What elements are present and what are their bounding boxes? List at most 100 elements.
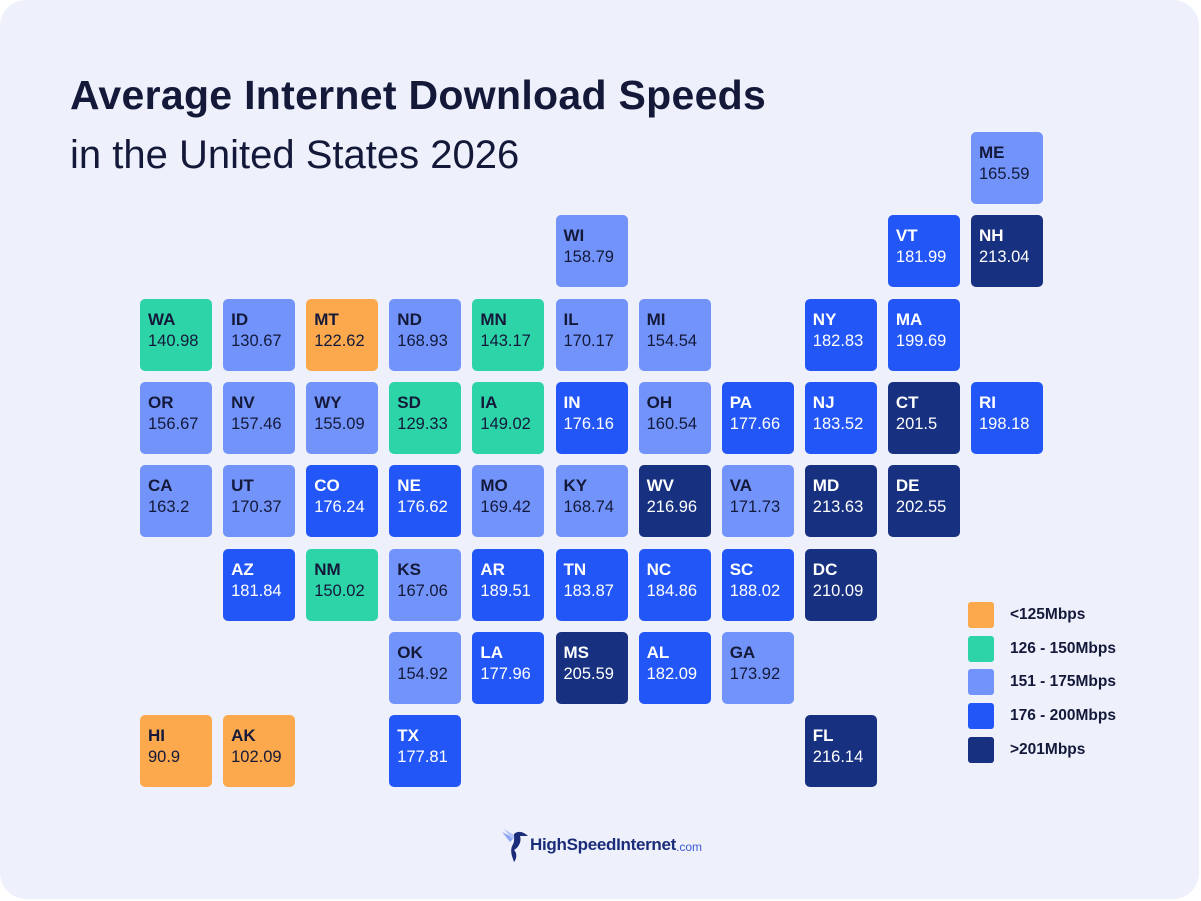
state-abbr: DE (895, 476, 920, 496)
state-tile-hi: HI 90.9 (140, 715, 212, 788)
legend-label: >201Mbps (1010, 741, 1086, 759)
state-tile-wa: WA 140.98 (140, 298, 212, 371)
state-abbr: IN (563, 392, 581, 412)
state-speed-value: 154.92 (397, 664, 448, 683)
state-speed-value: 170.37 (231, 498, 282, 517)
title-line-1: Average Internet Download Speeds (70, 72, 767, 118)
state-tile-sd: SD 129.33 (389, 381, 462, 454)
state-tile-me: ME 165.59 (971, 132, 1043, 204)
state-tile-mt: MT 122.62 (306, 298, 379, 371)
state-speed-value: 177.66 (729, 414, 781, 433)
state-speed-value: 184.86 (646, 581, 698, 600)
state-abbr: TX (397, 726, 420, 746)
state-tile-ks: KS 167.06 (389, 548, 462, 621)
state-tile-vt: VT 181.99 (887, 215, 960, 288)
state-abbr: WY (314, 392, 342, 412)
state-tile-ma: MA 199.69 (887, 298, 960, 371)
state-tile-wy: WY 155.09 (306, 381, 379, 454)
state-speed-value: 167.06 (397, 581, 448, 600)
state-abbr: WI (563, 226, 585, 246)
state-speed-value: 90.9 (148, 748, 181, 767)
state-tile-ia: IA 149.02 (472, 381, 545, 454)
title-line-2: in the United States 2026 (70, 133, 520, 177)
state-abbr: CA (148, 476, 173, 496)
state-tile-nj: NJ 183.52 (804, 381, 877, 454)
state-tile-la: LA 177.96 (472, 631, 545, 704)
legend-swatch (968, 703, 994, 730)
state-tile-tx: TX 177.81 (389, 715, 462, 788)
legend-swatch (968, 669, 994, 696)
state-tile-mo: MO 169.42 (472, 465, 545, 538)
state-speed-value: 143.17 (480, 331, 531, 350)
state-tile-ri: RI 198.18 (971, 381, 1043, 454)
state-speed-value: 140.98 (148, 331, 199, 350)
state-tile-wv: WV 216.96 (638, 465, 711, 538)
state-speed-value: 182.09 (646, 664, 698, 683)
state-speed-value: 158.79 (563, 248, 614, 267)
state-speed-value: 210.09 (812, 581, 864, 600)
state-abbr: CO (314, 476, 340, 496)
state-abbr: VT (895, 226, 918, 246)
state-abbr: GA (729, 642, 756, 662)
state-tile-ga: GA 173.92 (721, 631, 794, 704)
state-abbr: HI (148, 726, 165, 746)
state-tile-dc: DC 210.09 (804, 548, 877, 621)
state-abbr: PA (729, 392, 753, 412)
state-speed-value: 176.62 (397, 498, 448, 517)
state-tile-fl: FL 216.14 (804, 715, 877, 788)
state-tile-il: IL 170.17 (555, 298, 628, 371)
state-abbr: OH (646, 392, 673, 412)
state-abbr: RI (979, 392, 996, 412)
state-abbr: AZ (231, 559, 254, 579)
state-tile-oh: OH 160.54 (638, 381, 711, 454)
state-abbr: IA (480, 392, 498, 412)
hummingbird-icon (502, 829, 528, 862)
state-abbr: KS (397, 559, 421, 579)
state-speed-value: 150.02 (314, 581, 365, 600)
state-abbr: MI (646, 309, 666, 329)
state-speed-value: 213.04 (979, 248, 1030, 267)
state-abbr: LA (480, 642, 504, 662)
state-speed-value: 168.93 (397, 331, 448, 350)
state-speed-value: 198.18 (979, 414, 1030, 433)
legend-item: 176 - 200Mbps (968, 699, 1116, 733)
state-speed-value: 171.73 (729, 498, 781, 517)
state-tile-nv: NV 157.46 (223, 381, 296, 454)
state-speed-value: 216.96 (646, 498, 698, 517)
state-abbr: VA (729, 476, 753, 496)
state-abbr: ID (231, 309, 249, 329)
state-speed-value: 182.83 (812, 331, 864, 350)
state-tile-nh: NH 213.04 (971, 215, 1043, 288)
state-abbr: OR (148, 392, 174, 412)
state-tile-id: ID 130.67 (223, 298, 296, 371)
legend-swatch (968, 601, 994, 628)
state-abbr: NE (397, 476, 421, 496)
state-tile-ct: CT 201.5 (887, 381, 960, 454)
state-speed-value: 163.2 (148, 498, 190, 517)
state-abbr: ND (397, 309, 422, 329)
state-abbr: MA (895, 309, 923, 329)
state-tile-ut: UT 170.37 (223, 465, 296, 538)
state-abbr: OK (397, 642, 423, 662)
legend-item: 126 - 150Mbps (968, 632, 1116, 666)
state-abbr: CT (895, 392, 919, 412)
state-abbr: NV (231, 392, 255, 412)
legend-item: 151 - 175Mbps (968, 666, 1116, 700)
state-tile-ca: CA 163.2 (140, 465, 212, 538)
state-speed-value: 157.46 (231, 414, 282, 433)
state-abbr: ME (979, 143, 1005, 162)
state-speed-value: 216.14 (812, 748, 864, 767)
state-abbr: KY (563, 476, 588, 496)
state-abbr: WA (148, 309, 176, 329)
state-tile-mn: MN 143.17 (472, 298, 545, 371)
state-abbr: MN (480, 309, 507, 329)
state-tile-pa: PA 177.66 (721, 381, 794, 454)
state-speed-value: 181.99 (895, 248, 947, 267)
legend-label: <125Mbps (1010, 605, 1086, 623)
state-tile-in: IN 176.16 (555, 381, 628, 454)
state-abbr: IL (563, 309, 579, 329)
state-speed-value: 129.33 (397, 414, 448, 433)
state-abbr: NM (314, 559, 341, 579)
state-speed-value: 201.5 (895, 414, 938, 433)
